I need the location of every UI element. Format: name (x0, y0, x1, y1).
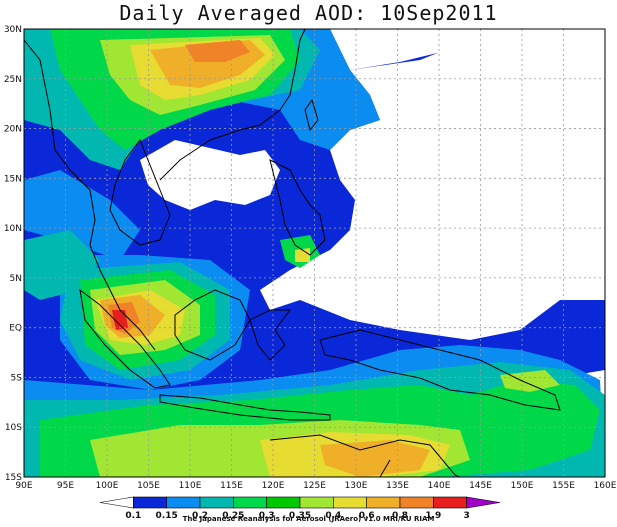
coastline-sulawesi (249, 309, 291, 361)
lat-tick-label: 10N (4, 224, 22, 234)
lat-tick-label: 15N (4, 174, 22, 184)
lon-tick-label: 100E (96, 481, 119, 491)
coastline-taiwan (304, 98, 319, 132)
colorbar-label: 1.9 (425, 511, 441, 521)
lat-tick-label: 20N (4, 125, 22, 135)
lon-tick-label: 130E (345, 481, 368, 491)
coastline-mainland-asia (23, 28, 306, 351)
lat-tick-label: 30N (4, 25, 22, 35)
clear-region-scs (140, 140, 280, 210)
colorbar-swatch (99, 496, 134, 509)
lon-tick-label: 110E (179, 481, 202, 491)
lat-tick-label: 5S (11, 373, 23, 383)
coastline-new-guinea (319, 329, 561, 411)
coastline-java (159, 394, 331, 421)
colorbar-label: 0.3 (259, 511, 275, 521)
colorbar-swatch (133, 496, 167, 509)
colorbar-swatch (399, 496, 434, 509)
colorbar-label: 0.1 (125, 511, 141, 521)
colorbar-label: 0.25 (222, 511, 244, 521)
colorbar-swatch (466, 496, 501, 509)
clear-region-pacific (260, 40, 605, 340)
lat-tick-label: 15S (5, 473, 22, 483)
coastlines (23, 28, 561, 478)
colorbar-label: 0.35 (289, 511, 311, 521)
lon-tick-label: 90E (15, 481, 32, 491)
lon-tick-label: 140E (428, 481, 451, 491)
colorbar-swatch (433, 496, 467, 509)
coastline-indochina (109, 138, 171, 246)
lon-tick-label: 160E (594, 481, 617, 491)
lat-tick-label: 5N (10, 274, 22, 284)
lat-axis: 15S 10S 5S EQ 5N 10N 15N 20N 25N 30N (4, 25, 22, 483)
colorbar-swatch (266, 496, 301, 509)
colorbar-label: 0.4 (325, 511, 341, 521)
coastline-sumatra (79, 288, 171, 389)
lon-tick-label: 125E (303, 481, 326, 491)
plot-frame (23, 28, 606, 478)
colorbar-swatch (333, 496, 367, 509)
lon-tick-label: 150E (511, 481, 534, 491)
coastline-philippines (269, 159, 326, 256)
colorbar-swatch (299, 496, 334, 509)
colorbar-swatch (199, 496, 234, 509)
lon-tick-label: 145E (469, 481, 492, 491)
credit-text: The Japanese Reanalysis for Aerosol (JRA… (182, 515, 435, 523)
colorbar: 0.1 0.15 0.2 0.25 0.3 0.35 0.4 0.6 0.8 1.9 3 (99, 496, 501, 521)
colorbar-label: 3 (464, 511, 470, 521)
colorbar-swatch (233, 496, 267, 509)
lon-tick-label: 135E (386, 481, 409, 491)
lat-tick-label: EQ (9, 324, 22, 334)
lat-lon-grid (24, 29, 605, 477)
lon-tick-label: 95E (57, 481, 74, 491)
clear-region-top (330, 29, 605, 70)
colorbar-label: 0.8 (392, 511, 408, 521)
coastline-borneo (174, 289, 251, 361)
colorbar-label: 0.15 (156, 511, 178, 521)
colorbar-label: 0.2 (192, 511, 208, 521)
lon-axis: 90E 95E 100E 105E 110E 115E 120E 125E 130E 135E 14… (15, 481, 616, 491)
lon-tick-label: 120E (262, 481, 285, 491)
colorbar-swatch (166, 496, 201, 509)
lon-tick-label: 115E (220, 481, 243, 491)
colorbar-swatch (366, 496, 401, 509)
map-title: Daily Averaged AOD: 10Sep2011 (119, 1, 498, 25)
coastline-australia (269, 434, 461, 478)
lon-tick-label: 155E (552, 481, 575, 491)
lat-tick-label: 25N (4, 75, 22, 85)
lon-tick-label: 105E (137, 481, 160, 491)
aod-field (24, 29, 605, 477)
colorbar-label: 0.6 (359, 511, 375, 521)
lat-tick-label: 10S (5, 423, 22, 433)
